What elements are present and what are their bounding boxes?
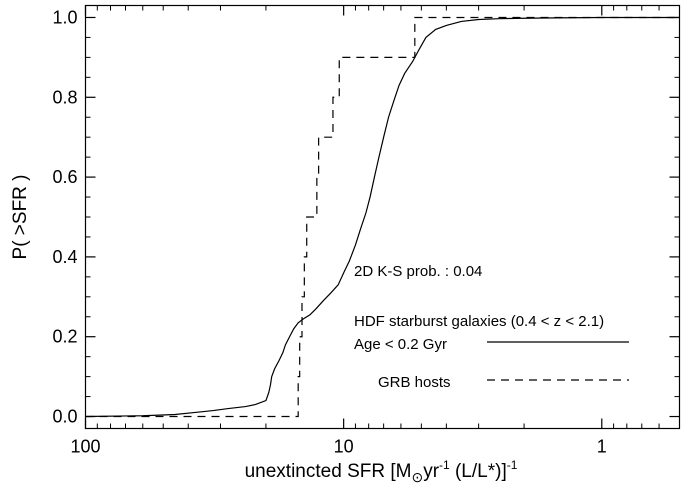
x-label-exp2: -1	[507, 458, 518, 472]
x-label-yr: yr	[423, 461, 440, 482]
tick-labels: 100 10 1 0.0 0.2 0.4 0.6 0.8 1.0	[52, 7, 606, 456]
y-tick-label: 0.4	[52, 247, 77, 267]
x-label-close: ]	[501, 461, 506, 482]
age-legend-label: Age < 0.2 Gyr	[354, 336, 447, 353]
x-tick-label: 10	[334, 437, 354, 457]
x-label-sun-symbol: ⊙	[411, 469, 423, 485]
x-axis-label: unextincted SFR [M⊙yr-1 (L/L*)]-1	[245, 458, 518, 485]
tick-marks	[84, 5, 680, 429]
series-layer	[85, 16, 680, 418]
x-label-main: unextincted SFR [M	[245, 461, 412, 482]
x-tick-label: 100	[70, 437, 100, 457]
grb-legend-label: GRB hosts	[378, 374, 451, 391]
x-label-mid: (L/L*)	[450, 461, 502, 482]
y-tick-label: 0.6	[52, 167, 77, 187]
y-tick-label: 0.0	[52, 407, 77, 427]
y-axis-label: P( >SFR )	[10, 175, 31, 260]
ks-prob-annotation: 2D K-S prob. : 0.04	[354, 263, 482, 280]
plot-frame	[84, 4, 681, 430]
y-tick-label: 0.2	[52, 327, 77, 347]
y-tick-label: 0.8	[52, 87, 77, 107]
hdf-legend-label: HDF starburst galaxies (0.4 < z < 2.1)	[354, 313, 604, 330]
x-label-exp1: -1	[439, 458, 450, 472]
y-tick-label: 1.0	[52, 7, 77, 27]
grb-hosts-line	[85, 16, 680, 418]
x-tick-label: 1	[597, 437, 607, 457]
hdf-starburst-line	[85, 16, 680, 418]
